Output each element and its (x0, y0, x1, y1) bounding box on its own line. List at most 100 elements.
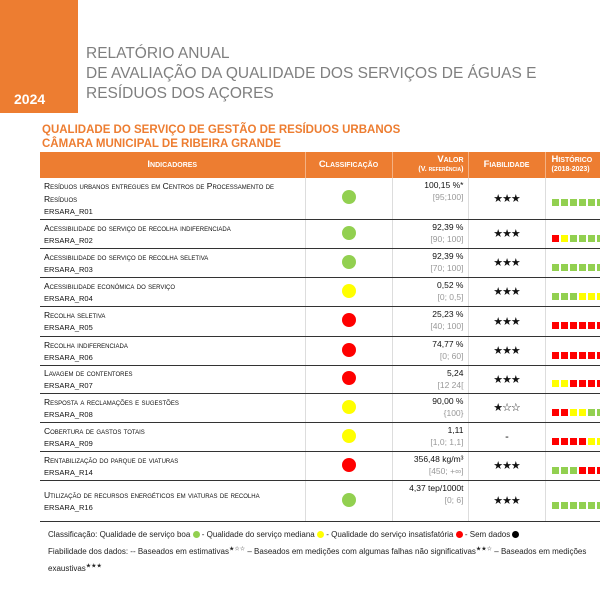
section-heading: QUALIDADE DO SERVIÇO DE GESTÃO DE RESÍDU… (42, 123, 400, 151)
indicator-name: Acessibilidade do serviço de recolha sel… (44, 251, 209, 262)
reliability-legend: Fiabilidade dos dados: -- Baseados em es… (48, 545, 587, 573)
main-content: Indicadores Classificação Valor (V. refer… (40, 152, 600, 577)
history-square (560, 199, 568, 207)
indicator-code: ERSARA_R02 (44, 235, 93, 245)
history-square (560, 466, 568, 474)
indicator-cell: Lavagem de contentores ERSARA_R07 (40, 365, 306, 394)
classification-cell (305, 365, 393, 394)
indicator-cell: Rentabilização do parque de viaturas ERSA… (40, 451, 306, 481)
year-block: 2024 (0, 0, 78, 113)
history-square (578, 380, 586, 387)
value-cell: 4,37 tep/1000t [0; 6] (392, 480, 469, 522)
indicator-name: Acessibilidade económica do serviço (44, 280, 176, 291)
reliability-stars: ★★★ (468, 480, 546, 522)
indicator-cell: Acessibilidade económica do serviço ERSAR… (40, 277, 306, 307)
indicator-code: ERSARA_R01 (44, 206, 93, 216)
table-row: Rentabilização do parque de viaturas ERSA… (40, 451, 600, 481)
indicator-cell: Acessibilidade do serviço de recolha ind… (40, 219, 306, 249)
history-square (569, 501, 577, 509)
classification-cell (305, 336, 393, 366)
history-square (560, 234, 568, 242)
value: 92,39 % (432, 250, 464, 261)
classification-cell (305, 480, 393, 522)
indicator-name: Acessibilidade do serviço de recolha ind… (44, 222, 231, 233)
value-cell: 92,39 % [70; 100] (392, 248, 469, 278)
report-year: 2024 (14, 91, 46, 107)
history-square (551, 322, 559, 329)
title-line: RESÍDUOS DOS AÇORES (86, 85, 274, 102)
stars-icon: ★★★ (85, 562, 102, 569)
indicator-code: ERSARA_R03 (44, 264, 93, 274)
classification-dot-icon (341, 313, 356, 327)
classification-dot-icon (341, 254, 356, 269)
history-square (569, 199, 577, 207)
history-square (596, 263, 600, 271)
indicator-cell: Resíduos urbanos entregues em Centros de… (40, 178, 306, 220)
indicator-cell: Recolha indiferenciada ERSARA_R06 (40, 336, 306, 366)
reliability-stars: ★★★ (468, 178, 546, 220)
history-square (551, 466, 559, 474)
classification-dot-icon (341, 225, 356, 240)
history-square (560, 292, 568, 300)
history-cell (545, 393, 600, 423)
header-history: Histórico (2018-2023) (545, 152, 600, 178)
table-row: Acessibilidade do serviço de recolha ind… (40, 219, 600, 249)
history-cell (545, 365, 600, 394)
stars-icon: ★☆☆ (228, 545, 246, 552)
classification-cell (305, 219, 393, 249)
value: 92,39 % (432, 221, 464, 232)
value: 100,15 %* (424, 180, 464, 190)
history-square (551, 351, 559, 359)
nodata-dot-icon (512, 530, 520, 538)
history-square (578, 437, 586, 445)
reliability-stars: ★★★ (468, 248, 546, 278)
indicator-code: ERSARA_R16 (44, 502, 93, 512)
history-cell (545, 178, 600, 220)
history-square (596, 380, 600, 387)
classification-dot-icon (341, 492, 356, 507)
indicator-name: Cobertura de gastos totais (44, 425, 145, 436)
indicator-name: Resíduos urbanos entregues em Centros de… (44, 180, 275, 204)
history-square (587, 234, 595, 242)
value: 90,00 % (432, 395, 464, 406)
history-square (587, 466, 595, 474)
history-square (596, 292, 600, 300)
value-cell: 100,15 %* [95;100] (392, 178, 469, 220)
reliability-stars: ★★★ (468, 277, 546, 307)
classification-dot-icon (341, 371, 356, 385)
history-square (587, 263, 595, 271)
value-cell: 5,24 [12 24[ (392, 365, 469, 394)
history-square (560, 408, 568, 416)
report-title: RELATÓRIO ANUAL DE AVALIAÇÃO DA QUALIDAD… (86, 44, 537, 104)
history-cell (545, 248, 600, 278)
indicator-name: Recolha indiferenciada (44, 339, 128, 350)
value: 1,11 (447, 424, 464, 435)
classification-cell (305, 451, 393, 481)
history-square (560, 437, 568, 445)
reference-value: [12 24[ (437, 379, 464, 390)
entity-name: CÂMARA MUNICIPAL DE RIBEIRA GRANDE (42, 138, 281, 150)
reliability-stars: - (468, 422, 546, 452)
history-square (560, 501, 568, 509)
history-square (587, 199, 595, 207)
classification-dot-icon (341, 399, 356, 414)
header-indicators: Indicadores (40, 152, 306, 178)
table-row: Recolha indiferenciada ERSARA_R06 74,77 %… (40, 336, 600, 366)
value-cell: 1,11 [1,0; 1,1] (392, 422, 469, 452)
history-square (551, 292, 559, 300)
history-square (596, 408, 600, 416)
value: 74,77 % (432, 338, 464, 349)
section-title: QUALIDADE DO SERVIÇO DE GESTÃO DE RESÍDU… (42, 124, 401, 136)
history-square (587, 501, 595, 509)
value: 356,48 kg/m³ (413, 453, 464, 464)
history-square (578, 199, 586, 207)
reference-value: [70; 100] (430, 262, 464, 273)
indicator-cell: Cobertura de gastos totais ERSARA_R09 (40, 422, 306, 452)
history-square (569, 234, 577, 242)
header-classification: Classificação (305, 152, 393, 178)
reference-value: [0; 0,5] (437, 291, 464, 302)
indicator-cell: Acessibilidade do serviço de recolha sel… (40, 248, 306, 278)
history-square (596, 234, 600, 242)
reference-value: [0; 6] (444, 494, 464, 505)
history-square (551, 263, 559, 271)
